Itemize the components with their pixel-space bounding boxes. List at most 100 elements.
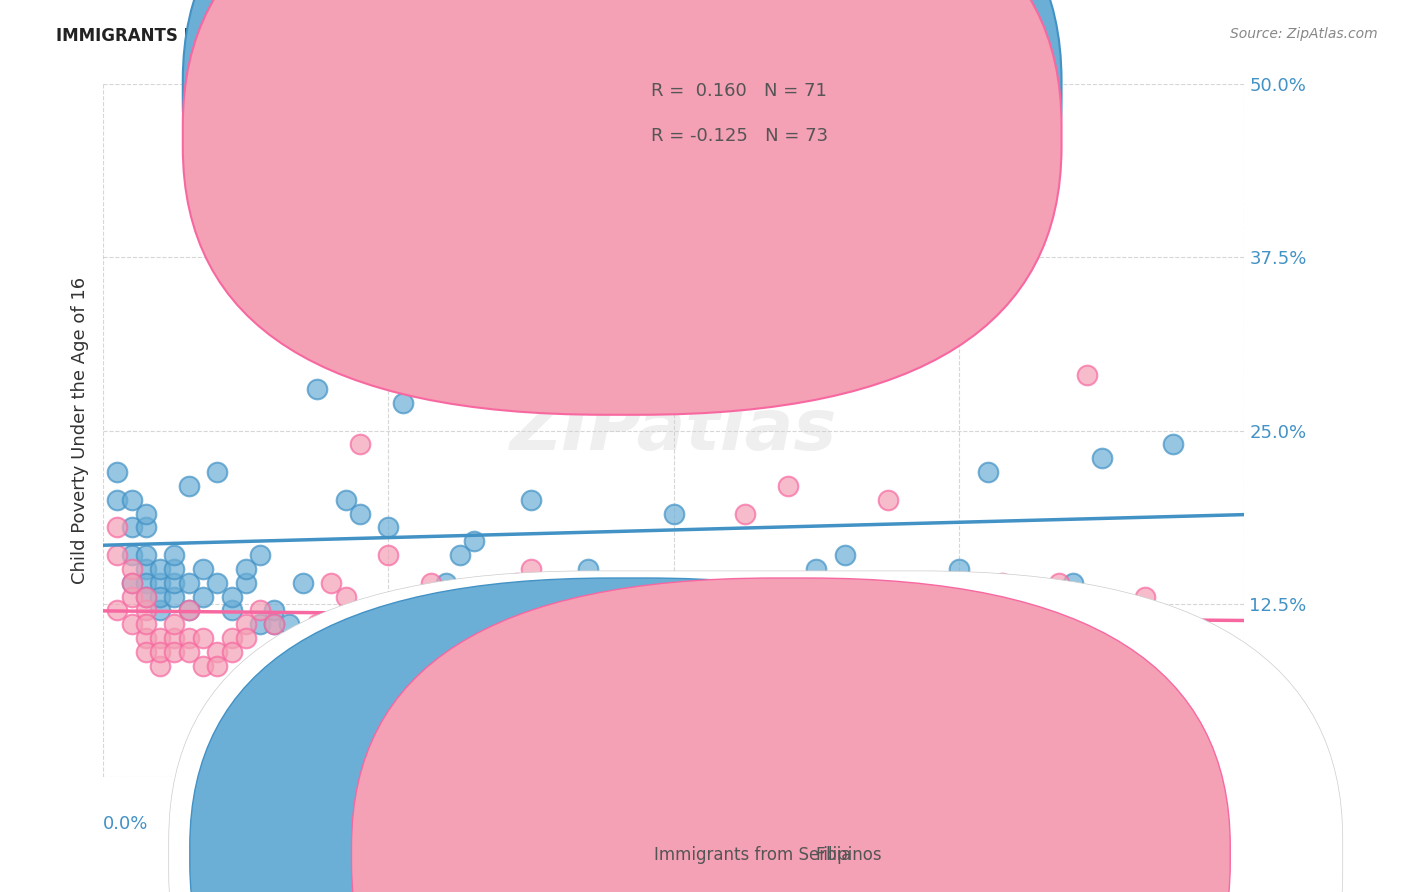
Point — [948, 562, 970, 576]
Text: 8.0%: 8.0% — [1199, 814, 1244, 833]
Point — [221, 603, 243, 617]
Point — [249, 603, 271, 617]
Point — [291, 575, 314, 590]
Point — [434, 617, 457, 632]
Point — [905, 575, 928, 590]
Point — [962, 742, 984, 756]
Point — [191, 562, 214, 576]
Point — [991, 575, 1014, 590]
Point — [1161, 742, 1184, 756]
Point — [249, 617, 271, 632]
Point — [576, 562, 599, 576]
Point — [149, 645, 172, 659]
Point — [834, 590, 856, 604]
Point — [163, 590, 186, 604]
Point — [235, 631, 257, 645]
Point — [191, 590, 214, 604]
Point — [135, 562, 157, 576]
Point — [163, 617, 186, 632]
Text: 0.0%: 0.0% — [103, 814, 149, 833]
Point — [307, 617, 329, 632]
Point — [291, 631, 314, 645]
Point — [776, 479, 799, 493]
Point — [121, 575, 143, 590]
Point — [335, 590, 357, 604]
Point — [391, 396, 413, 410]
Point — [277, 645, 299, 659]
Point — [149, 590, 172, 604]
Text: IMMIGRANTS FROM SERBIA VS FILIPINO CHILD POVERTY UNDER THE AGE OF 16 CORRELATION: IMMIGRANTS FROM SERBIA VS FILIPINO CHILD… — [56, 27, 1005, 45]
Point — [177, 603, 200, 617]
Point — [105, 465, 128, 479]
Point — [377, 548, 399, 562]
Point — [163, 562, 186, 576]
Point — [806, 603, 828, 617]
Text: Source: ZipAtlas.com: Source: ZipAtlas.com — [1230, 27, 1378, 41]
Point — [706, 590, 728, 604]
Point — [934, 590, 956, 604]
Point — [562, 575, 585, 590]
Text: ZIPatlas: ZIPatlas — [510, 396, 838, 465]
Point — [163, 645, 186, 659]
Point — [1019, 590, 1042, 604]
Point — [135, 645, 157, 659]
Text: R =  0.160   N = 71: R = 0.160 N = 71 — [651, 82, 827, 100]
Point — [307, 285, 329, 299]
Point — [905, 742, 928, 756]
Point — [105, 548, 128, 562]
Point — [734, 133, 756, 147]
Point — [634, 575, 657, 590]
Point — [620, 617, 643, 632]
Point — [121, 617, 143, 632]
Point — [149, 658, 172, 673]
Point — [463, 617, 485, 632]
Point — [349, 437, 371, 451]
Point — [149, 603, 172, 617]
Point — [149, 575, 172, 590]
Point — [105, 520, 128, 534]
Point — [1091, 451, 1114, 466]
Point — [121, 520, 143, 534]
Point — [434, 575, 457, 590]
Point — [1105, 742, 1128, 756]
Point — [191, 658, 214, 673]
Point — [734, 507, 756, 521]
Point — [235, 575, 257, 590]
Point — [1175, 742, 1198, 756]
Point — [491, 603, 513, 617]
Point — [591, 590, 613, 604]
Point — [1076, 368, 1098, 383]
Point — [976, 465, 998, 479]
Point — [163, 548, 186, 562]
Point — [235, 617, 257, 632]
Point — [520, 492, 543, 507]
Point — [163, 575, 186, 590]
Point — [207, 658, 229, 673]
Point — [363, 617, 385, 632]
Point — [121, 562, 143, 576]
Point — [121, 548, 143, 562]
Text: R = -0.125   N = 73: R = -0.125 N = 73 — [651, 127, 828, 145]
Point — [1062, 575, 1084, 590]
Point — [776, 575, 799, 590]
Point — [834, 548, 856, 562]
Point — [135, 631, 157, 645]
Point — [876, 590, 898, 604]
Point — [177, 645, 200, 659]
Y-axis label: Child Poverty Under the Age of 16: Child Poverty Under the Age of 16 — [72, 277, 89, 584]
Point — [477, 590, 499, 604]
Point — [321, 575, 343, 590]
Point — [177, 575, 200, 590]
Point — [307, 382, 329, 396]
Point — [406, 354, 429, 368]
Point — [463, 534, 485, 549]
Point — [207, 575, 229, 590]
Point — [591, 603, 613, 617]
Point — [135, 575, 157, 590]
Point — [706, 575, 728, 590]
Point — [121, 492, 143, 507]
Point — [321, 244, 343, 258]
Text: Immigrants from Serbia: Immigrants from Serbia — [654, 846, 851, 863]
Point — [1019, 742, 1042, 756]
Point — [406, 590, 429, 604]
